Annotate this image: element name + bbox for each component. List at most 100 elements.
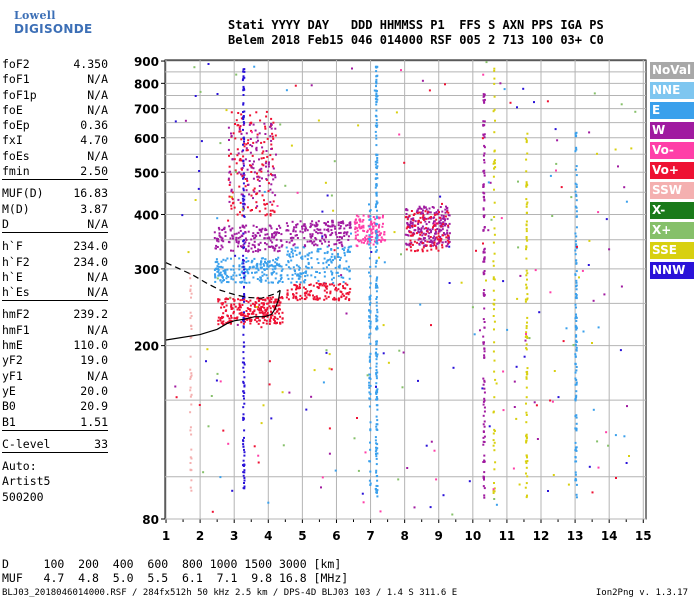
echo-point [382,352,385,355]
echo-point [375,382,378,385]
echo-point [235,162,238,165]
echo-point [231,158,234,161]
echo-point [375,282,378,285]
echo-point [375,85,377,88]
y-tick-label: 900 [134,55,159,69]
echo-point [525,158,528,161]
echo-point [216,260,219,263]
echo-point [342,287,345,289]
echo-point [363,241,365,244]
echo-point [375,103,378,106]
echo-point [482,400,485,403]
echo-point [575,328,578,331]
echo-point [234,123,236,125]
echo-point [174,120,177,123]
echo-point [420,227,423,230]
echo-point [575,381,578,384]
echo-point [213,231,216,234]
echo-point [242,189,245,192]
echo-point [416,241,419,244]
echo-point [232,310,235,313]
echo-point [331,221,334,224]
echo-point [227,275,230,278]
echo-point [492,175,495,178]
echo-point [376,233,378,236]
echo-point [325,351,328,354]
echo-point [304,288,307,290]
echo-point [243,239,245,242]
echo-point [274,127,277,130]
echo-point [264,214,267,217]
echo-point [436,222,439,225]
echo-point [414,220,417,223]
echo-point [189,288,192,291]
param-label: fxI [2,133,23,148]
echo-point [332,224,335,227]
echo-point [266,263,269,266]
echo-point [242,176,245,179]
echo-point [525,402,527,405]
echo-point [238,303,241,306]
echo-point [259,249,262,252]
echo-point [274,194,277,197]
echo-point [376,161,379,164]
echo-point [555,162,558,165]
echo-point [220,260,223,263]
echo-point [219,142,222,145]
echo-point [242,246,245,249]
echo-point [575,496,578,499]
echo-point [275,272,278,275]
echo-point [246,312,249,315]
echo-point [441,202,443,205]
echo-point [259,168,262,171]
echo-point [189,429,192,432]
echo-point [375,173,378,176]
echo-point [249,320,252,322]
echo-point [230,303,233,306]
echo-point [245,248,247,251]
echo-point [340,222,343,224]
param-row: hmF1 N/A [2,323,108,338]
echo-point [482,430,485,433]
echo-point [525,236,528,238]
echo-point [349,287,352,290]
echo-point [239,201,242,204]
echo-point [202,471,205,474]
echo-point [524,486,527,489]
echo-point [526,152,529,155]
echo-point [269,320,272,323]
echo-point [337,297,340,300]
echo-point [575,339,578,342]
echo-point [304,298,307,301]
echo-point [499,82,502,85]
echo-point [278,224,281,227]
echo-point [445,205,447,208]
echo-point [239,125,242,128]
echo-point [279,226,282,229]
echo-point [330,261,333,264]
echo-point [437,213,440,215]
echo-point [513,380,516,383]
echo-point [375,428,378,431]
echo-point [370,232,373,235]
echo-point [245,147,248,150]
echo-point [256,265,259,268]
echo-point [343,227,346,230]
echo-point [428,89,431,92]
echo-point [375,93,378,95]
echo-point [243,195,246,198]
echo-point [319,240,322,243]
echo-point [233,271,236,274]
echo-point [487,181,490,184]
echo-point [242,103,245,106]
echo-point [257,269,260,272]
echo-point [587,264,590,266]
echo-point [257,139,259,142]
echo-point [412,219,415,222]
echo-point [419,303,422,306]
echo-point [441,241,444,244]
echo-point [362,501,365,504]
echo-point [428,232,431,235]
echo-point [482,123,485,126]
echo-point [220,281,223,284]
